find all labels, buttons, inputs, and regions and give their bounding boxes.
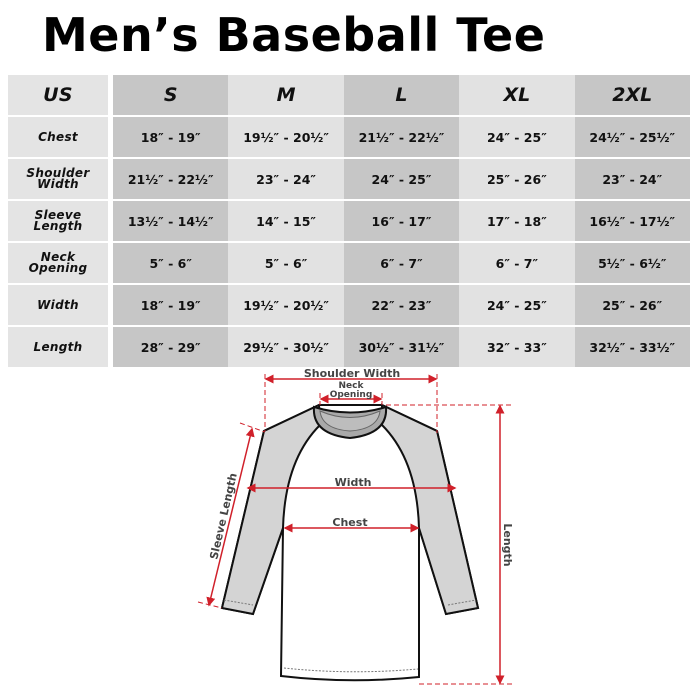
table-cell: 14″ - 15″ <box>228 201 344 241</box>
table-row: Chest 18″ - 19″ 19½″ - 20½″ 21½″ - 22½″ 24″ … <box>8 117 690 157</box>
width-label: Width <box>335 476 372 489</box>
table-cell: 23″ - 24″ <box>574 159 690 199</box>
table-cell: 18″ - 19″ <box>113 117 229 157</box>
table-cell: 6″ - 7″ <box>343 243 460 283</box>
size-header: S <box>113 75 229 115</box>
table-cell: 28″ - 29″ <box>113 327 229 367</box>
table-cell: 18″ - 19″ <box>113 285 229 325</box>
table-cell: 21½″ - 22½″ <box>343 117 460 157</box>
neck-label: Neck <box>339 381 365 391</box>
opening-label: Opening <box>330 390 373 400</box>
table-cell: 19½″ - 20½″ <box>228 117 344 157</box>
table-cell: 23″ - 24″ <box>228 159 344 199</box>
header-row: US S M L XL 2XL <box>8 75 690 115</box>
shoulder-width-label: Shoulder Width <box>304 367 400 380</box>
table-cell: 21½″ - 22½″ <box>113 159 229 199</box>
table-cell: 19½″ - 20½″ <box>228 285 344 325</box>
table-cell: 22″ - 23″ <box>343 285 460 325</box>
table-cell: 24″ - 25″ <box>343 159 460 199</box>
table-cell: 5½″ - 6½″ <box>574 243 690 283</box>
table-row: Length 28″ - 29″ 29½″ - 30½″ 30½″ - 31½″ 32″… <box>8 327 690 367</box>
table-row: Sleeve Length 13½″ - 14½″ 14″ - 15″ 16″ - 1… <box>8 201 690 241</box>
length-label: Length <box>501 523 514 566</box>
size-header: XL <box>459 75 575 115</box>
table-cell: 13½″ - 14½″ <box>113 201 229 241</box>
table-cell: 24″ - 25″ <box>459 117 575 157</box>
row-label: Length <box>8 327 108 367</box>
table-cell: 5″ - 6″ <box>228 243 344 283</box>
corner-header: US <box>8 75 108 115</box>
table-row: Neck Opening 5″ - 6″ 5″ - 6″ 6″ - 7″ 6″ - 7″… <box>8 243 690 283</box>
table-cell: 24½″ - 25½″ <box>574 117 690 157</box>
size-header: 2XL <box>574 75 690 115</box>
row-label: Sleeve Length <box>8 201 108 241</box>
chest-label: Chest <box>332 516 367 529</box>
table-cell: 6″ - 7″ <box>459 243 575 283</box>
row-label: Shoulder Width <box>8 159 108 199</box>
row-label: Neck Opening <box>8 243 108 283</box>
page-title: Men’s Baseball Tee <box>42 8 546 62</box>
table-cell: 29½″ - 30½″ <box>228 327 344 367</box>
table-cell: 25″ - 26″ <box>574 285 690 325</box>
table-cell: 16″ - 17″ <box>343 201 460 241</box>
table-row: Shoulder Width 21½″ - 22½″ 23″ - 24″ 24″ - … <box>8 159 690 199</box>
size-table: US S M L XL 2XL Chest 18″ - 19″ 19½″ - 20½″ 21½″ … <box>8 75 690 369</box>
table-cell: 16½″ - 17½″ <box>574 201 690 241</box>
table-cell: 24″ - 25″ <box>459 285 575 325</box>
size-header: L <box>343 75 460 115</box>
row-label: Chest <box>8 117 108 157</box>
size-header: M <box>228 75 344 115</box>
table-cell: 25″ - 26″ <box>459 159 575 199</box>
table-cell: 30½″ - 31½″ <box>343 327 460 367</box>
right-sleeve <box>381 403 480 616</box>
table-cell: 5″ - 6″ <box>113 243 229 283</box>
table-cell: 17″ - 18″ <box>459 201 575 241</box>
table-row: Width 18″ - 19″ 19½″ - 20½″ 22″ - 23″ 24″ - … <box>8 285 690 325</box>
table-cell: 32½″ - 33½″ <box>574 327 690 367</box>
row-label: Width <box>8 285 108 325</box>
table-cell: 32″ - 33″ <box>459 327 575 367</box>
sleeve-length-measure <box>206 427 255 607</box>
